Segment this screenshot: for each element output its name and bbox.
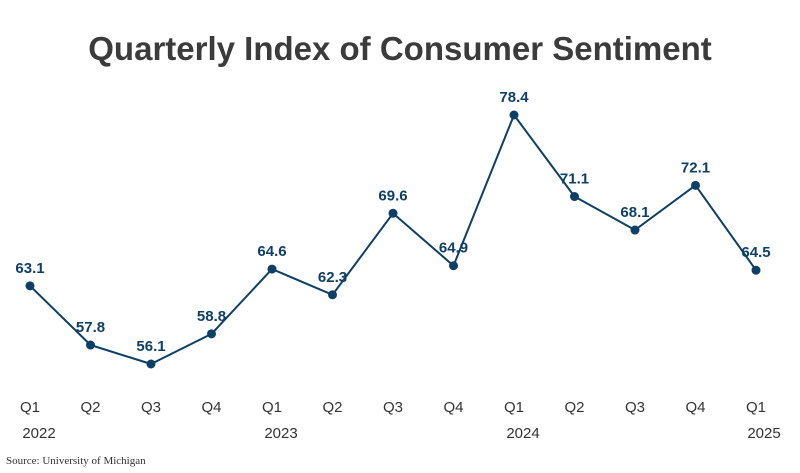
x-tick-label: Q2 [564,399,584,416]
data-label: 72.1 [681,159,710,176]
x-tick-label: Q3 [383,399,403,416]
data-point [86,340,95,350]
x-tick-label: Q3 [625,399,645,416]
data-point [630,225,640,235]
data-label: 68.1 [620,204,649,221]
data-point [449,261,458,271]
year-label: 2023 [264,425,297,442]
x-tick-label: Q1 [504,399,524,416]
x-tick-label: Q4 [443,399,463,416]
data-label: 64.9 [439,240,468,257]
x-tick-label: Q4 [685,399,705,416]
source-note: Source: University of Michigan [6,455,146,467]
data-point [146,359,156,369]
data-label: 57.8 [76,319,105,336]
data-point [751,265,761,275]
x-tick-label: Q2 [80,399,100,416]
x-tick-label: Q1 [262,399,282,416]
data-point [207,329,216,339]
data-point [570,192,579,202]
data-label: 78.4 [499,89,529,106]
x-tick-label: Q2 [322,399,342,416]
data-label: 64.5 [741,244,770,261]
data-point [267,264,277,274]
data-label: 62.3 [318,269,347,286]
chart-title: Quarterly Index of Consumer Sentiment [88,30,712,67]
data-point [25,281,35,291]
data-point [691,180,700,190]
data-label: 64.6 [257,243,286,260]
data-point [328,290,337,300]
series-line [29,114,757,365]
data-label: 63.1 [15,260,44,277]
data-point [388,208,398,218]
x-tick-label: Q1 [746,399,766,416]
data-label: 71.1 [560,171,589,188]
x-tick-label: Q3 [141,399,161,416]
data-label: 56.1 [136,338,165,355]
data-label: 58.8 [197,308,226,325]
year-label: 2024 [506,425,539,442]
year-label: 2022 [22,425,55,442]
x-tick-label: Q1 [20,399,40,416]
x-tick-label: Q4 [201,399,221,416]
year-label: 2025 [747,425,780,442]
data-label: 69.6 [378,187,407,204]
data-point [509,110,519,120]
